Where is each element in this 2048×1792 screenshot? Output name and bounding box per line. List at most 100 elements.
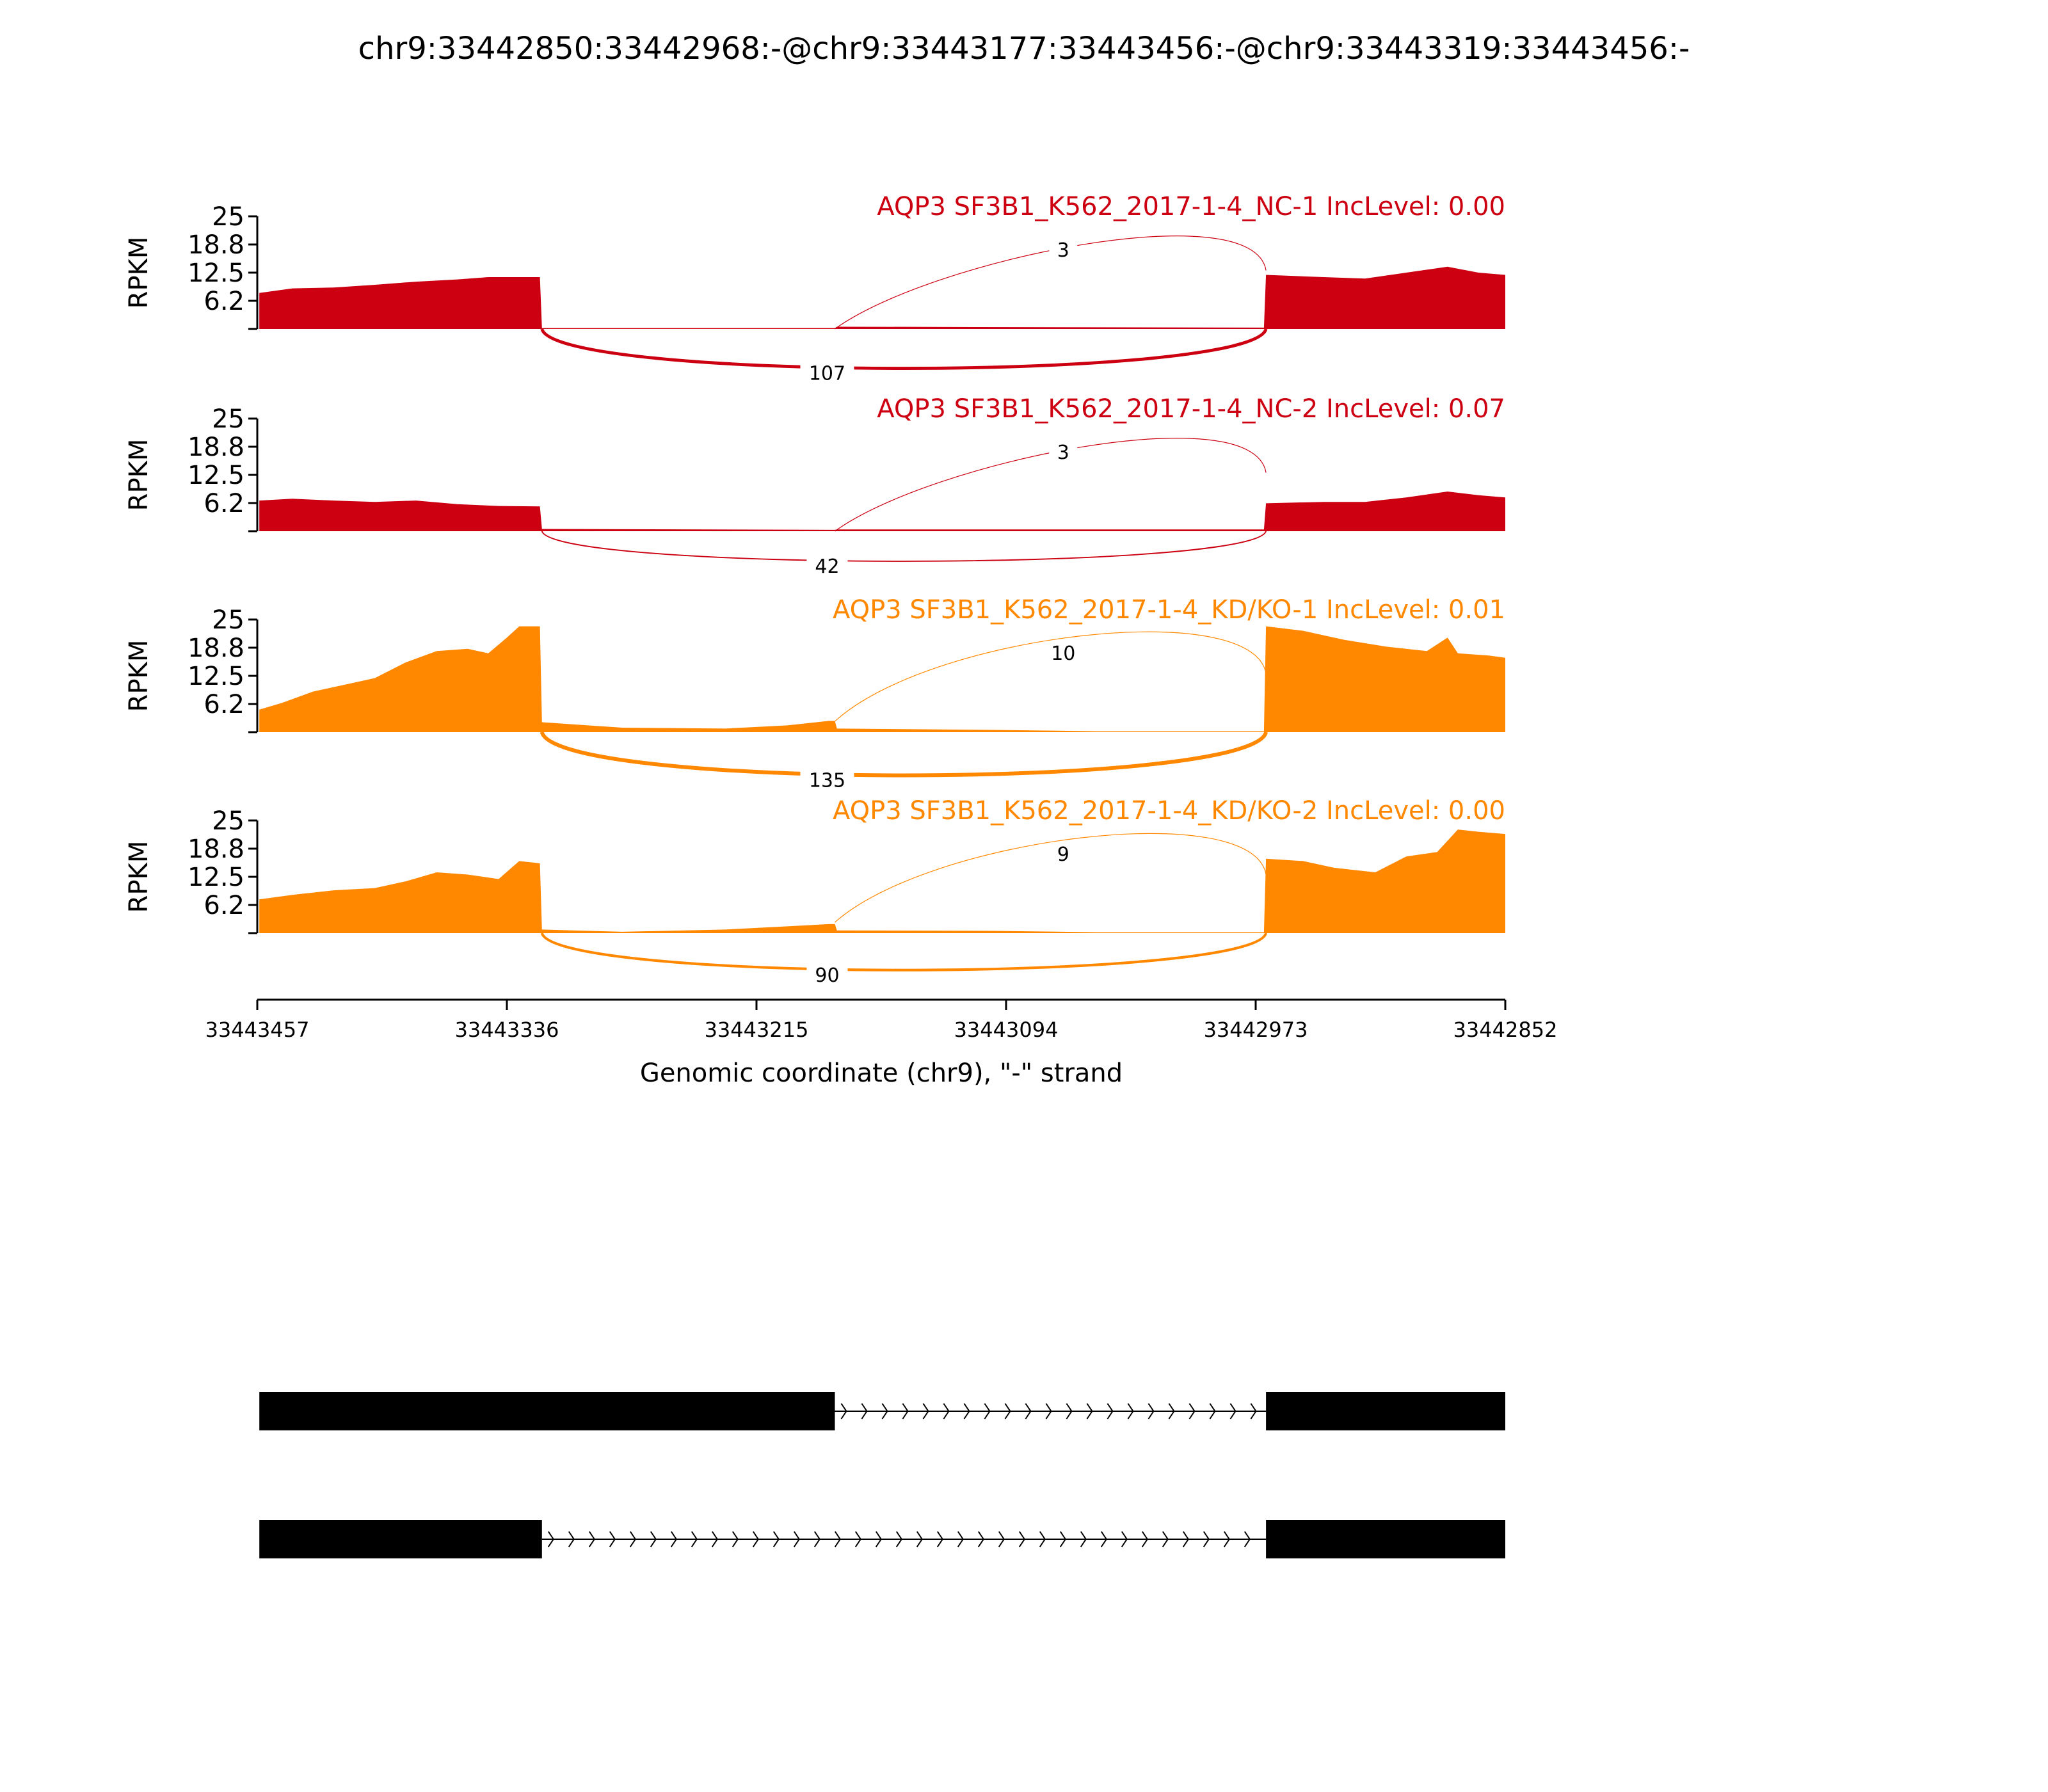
junction-42: 42 <box>541 531 1267 578</box>
strand-arrow <box>711 1531 718 1548</box>
strand-arrow <box>1045 1403 1052 1420</box>
strand-arrow <box>840 1403 847 1420</box>
junction-count-background <box>806 963 848 987</box>
strand-arrow <box>1059 1531 1066 1548</box>
strand-arrow <box>943 1403 950 1420</box>
y-axis-label: RPKM <box>124 237 154 309</box>
strand-arrow <box>1223 1531 1230 1548</box>
strand-arrow <box>1127 1403 1134 1420</box>
y-axis: 6.212.518.825 RPKM <box>124 806 259 934</box>
y-tick-label: 6.2 <box>204 891 244 920</box>
strand-arrow <box>772 1531 780 1548</box>
strand-arrow <box>813 1531 820 1548</box>
junction-9: 9 <box>835 833 1267 923</box>
strand-arrow <box>650 1531 657 1548</box>
gene-model-2 <box>259 1520 1505 1558</box>
x-tick-label: 33443215 <box>705 1018 809 1042</box>
strand-arrow <box>1100 1531 1107 1548</box>
track-3: 10 135 AQP3 SF3B1_K562_2017-1-4_KD/KO-1 In… <box>124 595 1506 792</box>
y-tick-label: 12.5 <box>188 863 244 892</box>
y-tick-label: 18.8 <box>188 433 244 462</box>
junction-arc <box>835 833 1267 923</box>
strand-arrow <box>963 1403 970 1420</box>
strand-arrow <box>1018 1531 1025 1548</box>
track-4: 9 90 AQP3 SF3B1_K562_2017-1-4_KD/KO-2 IncL… <box>124 796 1506 987</box>
x-tick-label: 33443457 <box>205 1018 310 1042</box>
junction-arc <box>540 328 1268 371</box>
strand-arrow <box>670 1531 677 1548</box>
track-label: AQP3 SF3B1_K562_2017-1-4_NC-2 IncLevel: … <box>877 394 1505 424</box>
x-axis: 33443457 33443336 33443215 33443094 33442973… <box>205 998 1558 1088</box>
track-label: AQP3 SF3B1_K562_2017-1-4_KD/KO-2 IncLeve… <box>833 796 1505 826</box>
strand-arrow <box>691 1531 698 1548</box>
junction-3: 3 <box>835 236 1267 330</box>
strand-arrow <box>1148 1403 1155 1420</box>
strand-arrow <box>752 1531 759 1548</box>
track-2: 3 42 AQP3 SF3B1_K562_2017-1-4_NC-2 IncLeve… <box>124 394 1506 578</box>
strand-arrow <box>1182 1531 1189 1548</box>
strand-arrow <box>1025 1403 1032 1420</box>
coverage-area <box>259 829 1506 933</box>
y-axis-label: RPKM <box>124 439 154 511</box>
junction-90: 90 <box>540 932 1268 987</box>
y-tick-label: 6.2 <box>204 287 244 316</box>
junction-arc <box>835 631 1267 722</box>
junction-3: 3 <box>835 438 1267 532</box>
strand-arrow <box>732 1531 739 1548</box>
strand-arrow <box>1250 1403 1257 1420</box>
exon-1 <box>259 1392 835 1430</box>
strand-arrow <box>881 1403 888 1420</box>
junction-arc <box>835 236 1267 330</box>
junction-count: 90 <box>815 964 839 987</box>
coverage-area <box>259 266 1506 329</box>
y-tick-label: 12.5 <box>188 461 244 490</box>
y-axis: 6.212.518.825 RPKM <box>124 404 259 532</box>
strand-arrow <box>998 1531 1005 1548</box>
junction-107: 107 <box>540 328 1268 385</box>
junction-count: 42 <box>815 556 839 578</box>
strand-arrow <box>568 1531 575 1548</box>
x-tick-label: 33442852 <box>1453 1018 1558 1042</box>
junction-arc <box>540 731 1268 778</box>
strand-arrow <box>957 1531 964 1548</box>
x-tick-label: 33443094 <box>954 1018 1059 1042</box>
strand-arrow <box>1086 1403 1093 1420</box>
junction-135: 135 <box>540 731 1268 792</box>
junction-count-background <box>806 554 848 578</box>
track-label: AQP3 SF3B1_K562_2017-1-4_KD/KO-1 IncLeve… <box>833 595 1505 625</box>
figure-title: chr9:33442850:33442968:-@chr9:33443177:3… <box>358 31 1690 67</box>
exon-1 <box>259 1520 542 1558</box>
junction-count-background <box>800 769 854 792</box>
junction-count: 3 <box>1057 442 1069 464</box>
strand-arrow <box>1080 1531 1087 1548</box>
strand-arrow <box>854 1531 861 1548</box>
y-tick-label: 18.8 <box>188 634 244 663</box>
track-1: 3 107 AQP3 SF3B1_K562_2017-1-4_NC-1 IncLev… <box>124 192 1506 385</box>
junction-count-background <box>800 362 854 385</box>
strand-arrow <box>922 1403 929 1420</box>
strand-arrow <box>547 1531 554 1548</box>
y-axis-label: RPKM <box>124 841 154 913</box>
strand-arrow <box>1162 1531 1169 1548</box>
coverage-area <box>259 492 1506 531</box>
strand-arrow <box>1209 1403 1216 1420</box>
strand-arrow <box>609 1531 616 1548</box>
y-axis: 6.212.518.825 RPKM <box>124 202 259 330</box>
y-axis: 6.212.518.825 RPKM <box>124 605 259 733</box>
junction-count-background <box>1043 641 1084 665</box>
y-tick-label: 12.5 <box>188 662 244 691</box>
strand-arrow <box>861 1403 868 1420</box>
junction-count-background <box>1049 238 1078 262</box>
strand-arrow <box>936 1531 943 1548</box>
junction-10: 10 <box>835 631 1267 722</box>
strand-arrow <box>834 1531 841 1548</box>
strand-arrow <box>1188 1403 1196 1420</box>
strand-arrow <box>1039 1531 1046 1548</box>
y-tick-label: 18.8 <box>188 230 244 260</box>
x-tick-label: 33443336 <box>455 1018 559 1042</box>
y-tick-label: 25 <box>212 806 244 836</box>
track-label: AQP3 SF3B1_K562_2017-1-4_NC-1 IncLevel: … <box>877 192 1505 221</box>
strand-arrow <box>1141 1531 1148 1548</box>
strand-arrow <box>1168 1403 1175 1420</box>
